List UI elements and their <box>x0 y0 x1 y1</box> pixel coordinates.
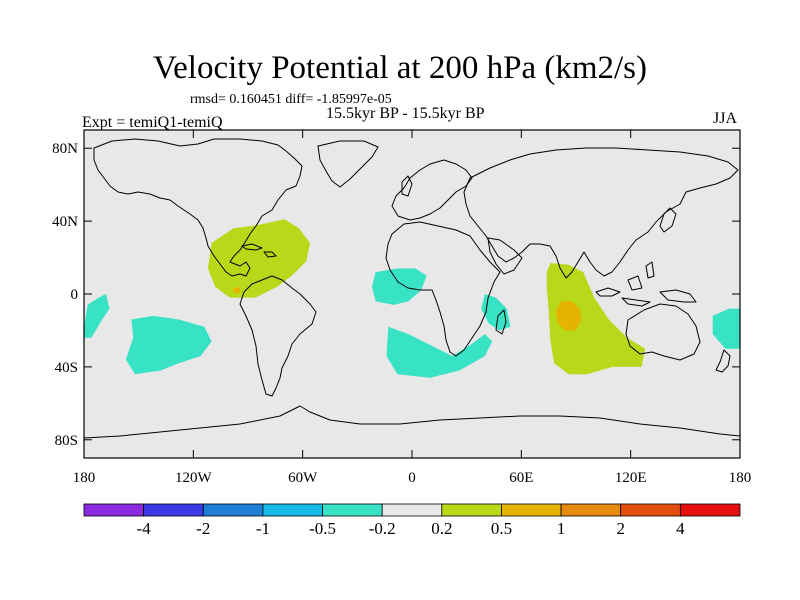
region-positive-americas-core <box>233 286 241 294</box>
colorbar-swatch-6 <box>441 503 502 517</box>
coastline-asia <box>463 147 739 279</box>
colorbar: -4 -2 -1 -0.5 -0.2 0.2 0.5 1 2 4 <box>83 503 741 538</box>
chart-title: Velocity Potential at 200 hPa (km2/s) <box>152 50 648 86</box>
coastline-madagascar <box>495 309 507 335</box>
coastline-caribbean <box>241 243 277 258</box>
y-tick-label-3: 40S <box>55 360 78 376</box>
x-tick-label-3: 0 <box>408 470 416 486</box>
colorbar-swatch-0 <box>83 503 145 517</box>
coastline-south-america <box>239 275 317 397</box>
coastline-antarctica <box>84 405 740 439</box>
x-tick-label-0: 180 <box>73 470 96 486</box>
stats-text: rmsd= 0.160451 diff= -1.85997e-05 <box>190 92 392 107</box>
colorbar-swatch-9 <box>620 503 681 517</box>
colorbar-label-6: 0.5 <box>491 519 512 538</box>
coastline-arabia <box>487 237 523 275</box>
x-tick-label-4: 60E <box>509 470 533 486</box>
region-positive-indian-ocean <box>546 263 646 375</box>
period-text: 15.5kyr BP - 15.5kyr BP <box>326 105 485 122</box>
coastline-europe <box>391 159 473 221</box>
colorbar-label-4: -0.2 <box>369 519 396 538</box>
y-tick-label-2: 0 <box>71 287 79 303</box>
contour-regions <box>84 219 740 378</box>
coastline-japan <box>659 207 677 233</box>
y-tick-label-0: 80N <box>52 141 78 157</box>
coastline-indonesia <box>595 261 655 307</box>
colorbar-label-9: 4 <box>676 519 685 538</box>
region-negative-west-pacific-edge <box>84 294 110 338</box>
colorbar-label-2: -1 <box>256 519 270 538</box>
region-negative-mozambique <box>481 294 511 331</box>
coastline-australia <box>625 303 701 361</box>
coastline-new-zealand <box>715 349 731 373</box>
colorbar-swatch-3 <box>262 503 323 517</box>
colorbar-swatch-2 <box>202 503 264 517</box>
coastline-british-isles <box>401 175 413 197</box>
coastline-greenland <box>317 140 379 188</box>
season-label: JJA <box>713 110 738 127</box>
experiment-label: Expt = temiQ1-temiQ <box>82 114 223 131</box>
coastline-africa <box>385 221 501 357</box>
colorbar-label-3: -0.5 <box>309 519 336 538</box>
colorbar-label-5: 0.2 <box>431 519 452 538</box>
colorbar-swatch-4 <box>322 503 383 517</box>
region-positive-americas <box>207 219 310 298</box>
colorbar-label-8: 2 <box>616 519 625 538</box>
region-negative-east-pacific-edge <box>712 308 740 349</box>
colorbar-swatch-1 <box>143 503 204 517</box>
colorbar-swatch-10 <box>679 503 741 517</box>
region-positive-indian-ocean-core <box>556 301 582 331</box>
colorbar-swatch-7 <box>501 503 562 517</box>
colorbar-label-7: 1 <box>557 519 566 538</box>
x-tick-label-6: 180 <box>729 470 752 486</box>
colorbar-swatch-8 <box>560 503 622 517</box>
map-axes: 180 120W 60W 0 60E 120E 180 80N 40N 0 40S 80S <box>52 130 751 486</box>
x-tick-label-1: 120W <box>175 470 213 486</box>
y-tick-label-1: 40N <box>52 214 78 230</box>
region-negative-south-pacific <box>125 315 212 375</box>
y-tick-label-4: 80S <box>55 433 78 449</box>
x-tick-label-5: 120E <box>615 470 647 486</box>
region-negative-equatorial-atlantic <box>371 268 427 305</box>
colorbar-label-1: -2 <box>196 519 210 538</box>
region-negative-south-atlantic <box>386 326 493 378</box>
x-tick-label-2: 60W <box>288 470 318 486</box>
colorbar-swatch-5 <box>381 503 443 517</box>
coastline-new-guinea <box>659 289 697 303</box>
coastlines <box>84 138 740 439</box>
coastline-north-america <box>93 138 303 277</box>
colorbar-label-0: -4 <box>137 519 152 538</box>
